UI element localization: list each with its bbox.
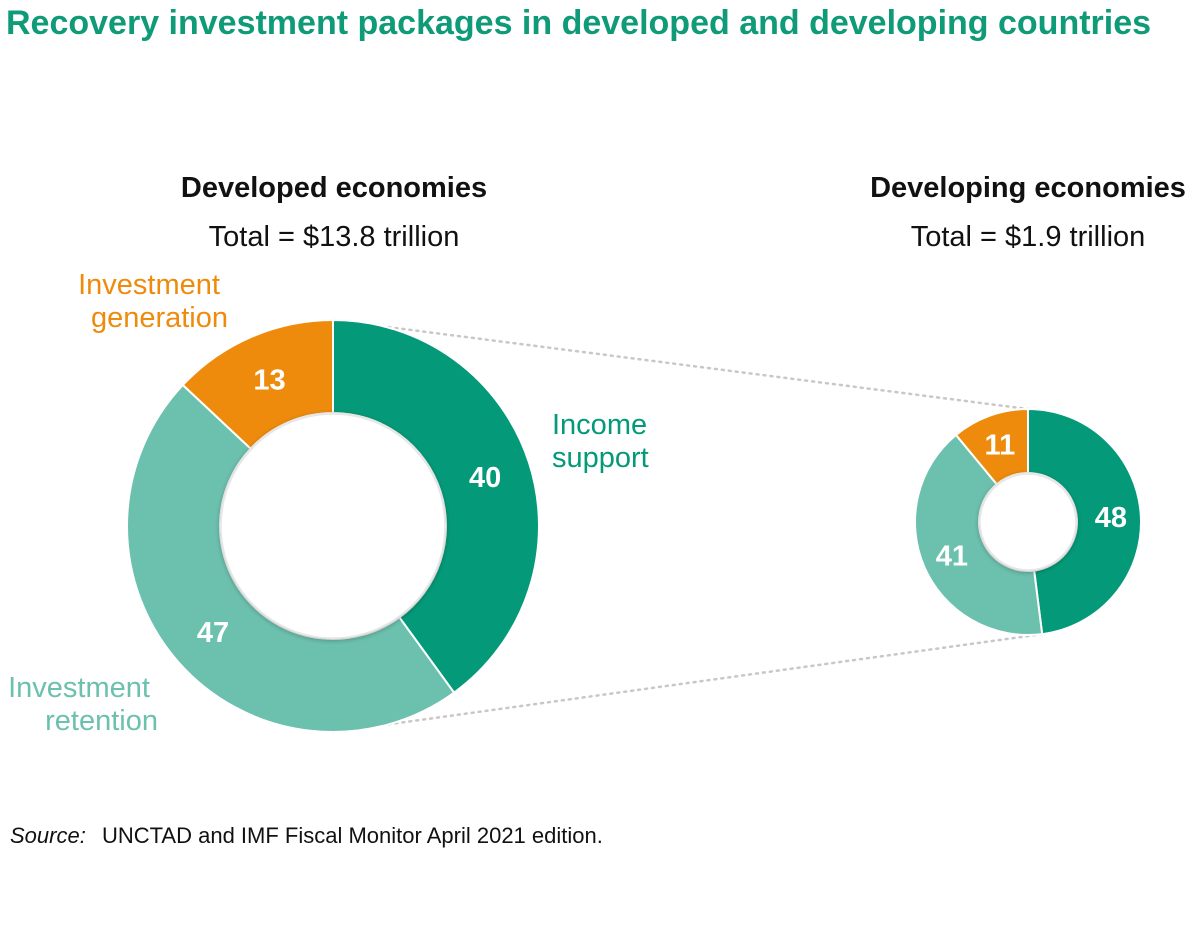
source-label: Source: (10, 823, 86, 848)
donut-developing-economies: Developing economies Total = $1.9 trilli… (870, 172, 1186, 636)
donut-segment-investment-retention (125, 383, 456, 733)
developed-title: Developed economies (181, 172, 487, 204)
value-label-income-support: 48 (1095, 502, 1127, 534)
donut-hole (979, 473, 1077, 571)
donut-segment-income-support (332, 318, 540, 695)
category-label-investment-generation: Investment generation (78, 269, 228, 334)
developing-segments (914, 407, 1142, 636)
donut-segment-investment-generation (181, 318, 334, 451)
category-label-income-support: Income support (552, 409, 655, 474)
value-label-investment-generation: 11 (985, 429, 1016, 461)
connector-line-bottom (331, 632, 1045, 734)
category-label-investment-retention: Investment retention (8, 672, 158, 737)
source-note: Source: UNCTAD and IMF Fiscal Monitor Ap… (10, 823, 603, 848)
developing-title: Developing economies (870, 172, 1186, 204)
developing-total: Total = $1.9 trillion (911, 221, 1146, 253)
value-label-investment-retention: 47 (197, 617, 229, 649)
donut-segment-income-support (1027, 407, 1142, 636)
developed-segments (125, 318, 540, 733)
chart-title: Recovery investment packages in develope… (6, 4, 1151, 42)
value-label-income-support: 40 (469, 462, 501, 494)
value-label-investment-retention: 41 (936, 540, 968, 572)
donut-hole (220, 413, 446, 639)
developing-value-labels: 48 41 11 (936, 429, 1127, 572)
connector-line-top (331, 318, 1030, 411)
donut-developed-economies: Developed economies Total = $13.8 trilli… (8, 172, 655, 737)
donut-segment-investment-retention (914, 433, 1044, 636)
value-label-investment-generation: 13 (253, 365, 285, 397)
developed-value-labels: 40 47 13 (197, 365, 501, 650)
donut-segment-investment-generation (954, 407, 1029, 486)
developed-total: Total = $13.8 trillion (209, 221, 460, 253)
zoom-connector-lines (331, 318, 1045, 734)
source-text: UNCTAD and IMF Fiscal Monitor April 2021… (102, 823, 603, 848)
